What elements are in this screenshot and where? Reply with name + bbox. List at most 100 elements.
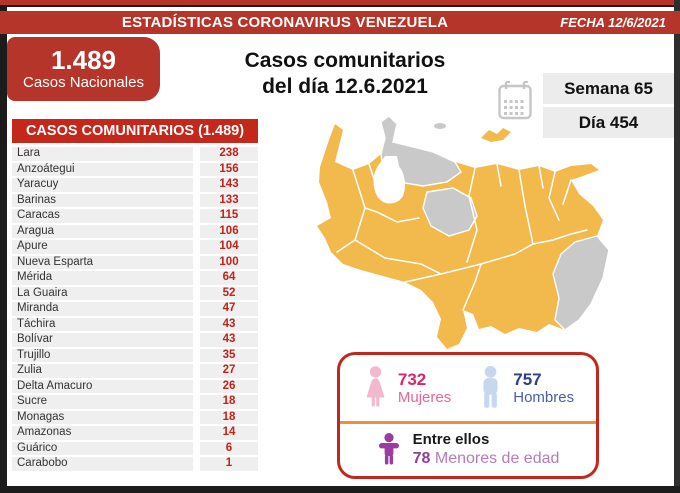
right-frame-border [674,0,680,493]
cell-gap [193,147,200,161]
state-case-count: 43 [200,317,258,331]
state-case-count: 35 [200,348,258,362]
table-row: Carabobo 1 [12,457,263,471]
state-name: Delta Amacuro [12,379,193,393]
map-region-esequibo [552,235,610,331]
cell-gap [193,194,200,208]
table-row: Mérida 64 [12,271,263,285]
state-name: Trujillo [12,348,193,362]
venezuela-map [285,112,620,350]
national-cases-value: 1.489 [50,44,117,75]
map-lake-maracaibo [373,156,406,204]
national-cases-box: 1.489 Casos Nacionales [7,37,160,101]
map-state-borders [336,163,588,311]
table-row: Trujillo 35 [12,348,263,363]
state-name: Aragua [12,224,193,238]
state-case-count: 47 [200,302,258,316]
left-frame-border [0,7,7,493]
page-title-line2: del día 12.6.2021 [262,75,428,99]
cell-gap [193,302,200,316]
table-row: Apure 104 [12,240,263,254]
minors-label: Menores de edad [434,450,560,468]
table-row: La Guaira 52 [12,286,263,301]
state-name: Barinas [12,193,193,207]
state-name: Monagas [12,410,193,424]
gender-row: 732 Mujeres 757 [340,355,596,424]
female-figure-icon [362,365,389,411]
cell-gap [193,163,200,177]
women-group: 732 Mujeres [362,365,452,411]
table-row: Zulia 27 [12,364,263,378]
state-case-count: 27 [200,364,258,378]
state-case-count: 100 [200,255,258,269]
day-badge: Día 454 [543,107,674,138]
women-label: Mujeres [397,389,452,407]
state-case-count: 238 [200,147,258,161]
map-region-portuguesa-cojedes [422,187,478,237]
state-name: Yaracuy [12,178,193,192]
state-case-count: 133 [200,193,258,207]
cell-gap [193,209,200,223]
cell-gap [193,364,200,378]
state-name: Sucre [12,395,193,409]
table-row: Lara 238 [12,147,263,161]
page-title-line1: Casos comunitarios [244,49,446,72]
table-row: Caracas 115 [12,209,263,223]
state-case-count: 64 [200,271,258,285]
cell-gap [193,287,200,301]
state-name: Lara [12,147,193,161]
cell-gap [193,457,200,471]
cell-gap [193,426,200,440]
state-name: Bolívar [12,333,193,347]
men-group: 757 Hombres [477,365,575,411]
map-region-falcon [380,115,462,187]
cell-gap [193,240,200,254]
child-figure-icon [377,433,401,467]
state-case-count: 1 [200,457,258,471]
top-divider-line [0,5,680,7]
state-case-count: 6 [200,441,258,455]
table-row: Aragua 106 [12,224,263,238]
cell-gap [193,349,200,363]
demographics-box: 732 Mujeres 757 [337,352,599,479]
header-title: ESTADÍSTICAS CORONAVIRUS VENEZUELA [121,14,449,31]
state-name: Táchira [12,317,193,331]
state-case-count: 115 [200,209,258,223]
calendar-icon [497,78,533,124]
national-cases-label: Casos Nacionales [23,73,144,91]
state-name: Zulia [12,364,193,378]
state-case-count: 104 [200,240,258,254]
table-row: Barinas 133 [12,193,263,208]
women-count: 732 [397,369,427,389]
cell-gap [193,333,200,347]
male-figure-icon [477,365,504,411]
state-name: Guárico [12,441,193,455]
top-red-strip [0,0,680,5]
state-case-count: 43 [200,333,258,347]
map-island-margarita [481,128,511,142]
bottom-frame-border [0,486,680,493]
state-name: Mérida [12,271,193,285]
table-row: Sucre 18 [12,395,263,409]
state-name: Carabobo [12,457,193,471]
table-row: Delta Amacuro 26 [12,379,263,394]
week-badge: Semana 65 [543,73,674,104]
minors-count: 78 [412,450,431,468]
table-row: Yaracuy 143 [12,178,263,192]
state-name: Miranda [12,302,193,316]
cell-gap [193,380,200,394]
state-name: Anzoátegui [12,162,193,176]
men-label: Hombres [513,389,575,407]
cell-gap [193,271,200,285]
page-title: Casos comunitarios del día 12.6.2021 [225,48,465,101]
table-row: Miranda 47 [12,302,263,316]
table-row: Táchira 43 [12,317,263,331]
cell-gap [193,256,200,270]
cases-table-rows: Lara 238 Anzoátegui 156 Yaracuy 143 Barinas 133… [12,147,263,473]
cell-gap [193,395,200,409]
state-case-count: 18 [200,395,258,409]
minors-prefix: Entre ellos [412,431,490,449]
cell-gap [193,178,200,192]
table-row: Amazonas 14 [12,426,263,440]
